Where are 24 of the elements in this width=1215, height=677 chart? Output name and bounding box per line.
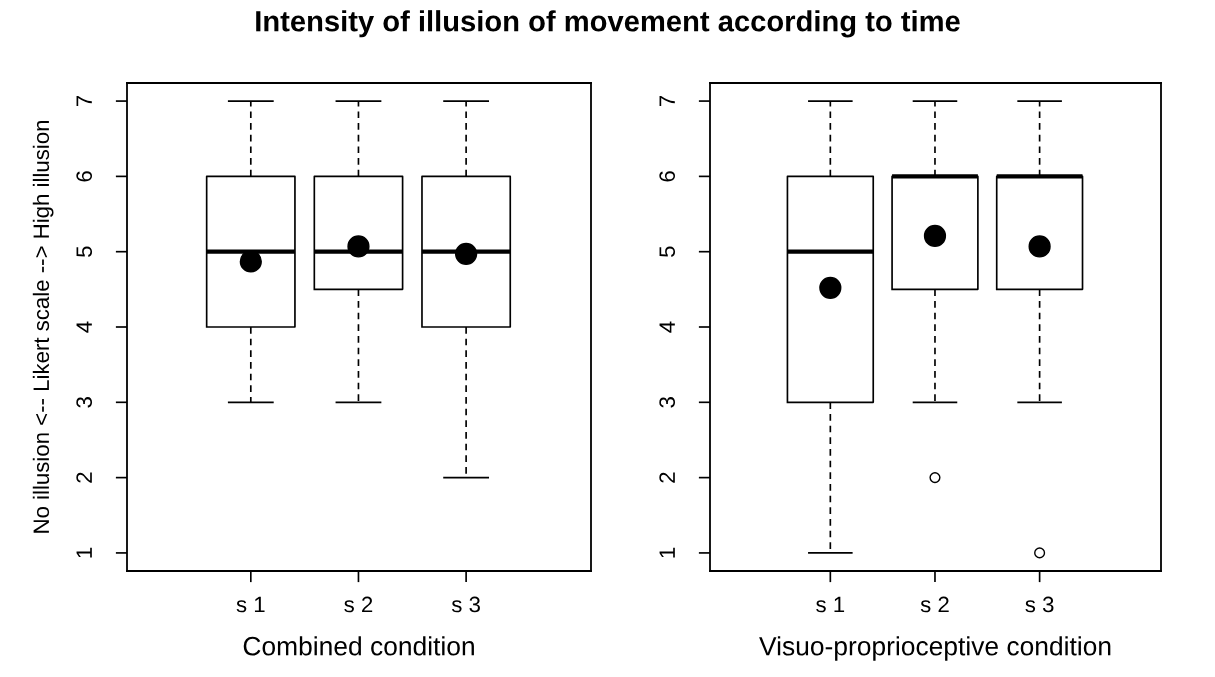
y-tick-label: 1 [76,547,92,558]
chart-title: Intensity of illusion of movement according to time [256,10,960,38]
y-tick-label: 7 [659,96,675,107]
y-tick-label: 6 [659,171,676,182]
y-tick-label: 2 [659,472,675,483]
y-tick-label: 4 [76,321,92,333]
x-tick-label: s 3 [451,596,480,613]
y-tick-label: 5 [76,246,93,257]
x-axis-title: Visuo-proprioceptive condition [759,636,1111,661]
x-tick-label: s 1 [816,596,845,613]
y-tick-label: 5 [659,246,676,257]
x-tick-label: s 2 [344,596,373,613]
x-axis-title: Combined condition [243,636,474,656]
x-tick-label: s 2 [920,596,949,613]
y-tick-label: 2 [76,472,92,483]
y-tick-label: 1 [659,547,675,558]
y-tick-label: 3 [659,397,676,408]
y-tick-label: 4 [659,321,675,333]
y-tick-label: 6 [76,171,93,182]
x-tick-label: s 1 [236,596,265,613]
y-tick-label: 7 [76,96,92,107]
x-tick-label: s 3 [1025,596,1054,613]
y-tick-label: 3 [76,397,93,408]
y-axis-title: No illusion <-- Likert scale --> High illusion [32,120,54,533]
